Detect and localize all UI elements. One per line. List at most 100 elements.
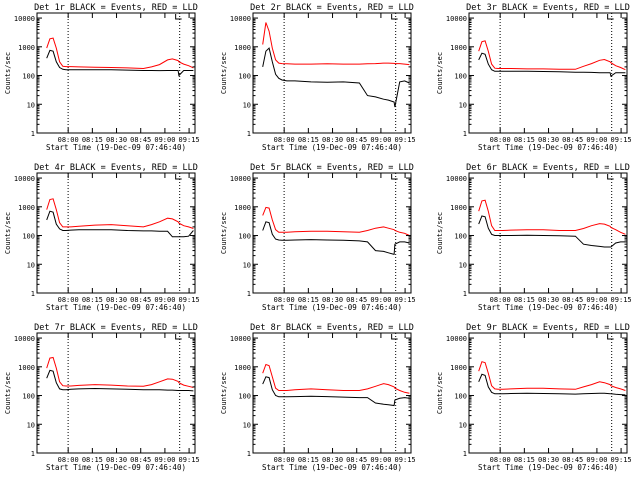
x-tick-label: 08:45 (562, 296, 583, 304)
y-tick-label: 10 (459, 101, 467, 109)
x-axis-label: Start Time (19-Dec-09 07:46:40) (262, 143, 402, 152)
events-series-line (46, 49, 194, 77)
x-axis-label: Start Time (19-Dec-09 07:46:40) (46, 143, 186, 152)
x-tick-label: 08:45 (130, 136, 151, 144)
plot-title: Det 8r BLACK = Events, RED = LLD (250, 323, 414, 333)
y-tick-label: 10 (27, 261, 35, 269)
plot-frame (252, 12, 412, 134)
y-tick-label: 1 (31, 130, 35, 138)
events-series-line (478, 373, 626, 396)
x-tick-label: 08:30 (538, 456, 559, 464)
lld-series-line (262, 22, 410, 66)
plot-panel-3: Det 3r BLACK = Events, RED = LLD 1 10 100 10… (436, 3, 632, 152)
x-tick-label: 09:15 (179, 136, 200, 144)
plot-panel-8: Det 8r BLACK = Events, RED = LLD 1 10 100 10… (220, 323, 416, 472)
plot-title: Det 2r BLACK = Events, RED = LLD (250, 3, 414, 13)
lld-series-line (478, 40, 626, 71)
x-tick-label: 08:30 (106, 296, 127, 304)
x-tick-label: 09:00 (154, 136, 175, 144)
x-tick-label: 09:00 (370, 136, 391, 144)
x-tick-label: 08:45 (346, 296, 367, 304)
x-tick-label: 09:00 (154, 456, 175, 464)
plot-frame (36, 172, 196, 294)
plot-title: Det 1r BLACK = Events, RED = LLD (34, 3, 198, 13)
y-axis-label: Counts/sec (436, 372, 444, 414)
x-tick-label: 08:00 (58, 456, 79, 464)
lld-series-line (478, 361, 626, 391)
y-tick-label: 100 (454, 393, 467, 401)
x-axis-label: Start Time (19-Dec-09 07:46:40) (262, 463, 402, 472)
y-tick-label: 10 (459, 421, 467, 429)
y-tick-label: 10000 (230, 15, 251, 23)
bracket-mark (391, 334, 398, 340)
y-tick-label: 100 (22, 393, 35, 401)
plot-frame (468, 12, 628, 134)
y-axis-label: Counts/sec (4, 212, 12, 254)
lld-series-line (262, 206, 410, 236)
y-tick-label: 1000 (234, 204, 251, 212)
y-tick-label: 10 (27, 421, 35, 429)
plot-panel-4: Det 4r BLACK = Events, RED = LLD 1 10 100 10… (4, 163, 200, 312)
y-axis-label: Counts/sec (436, 52, 444, 94)
x-tick-label: 08:00 (58, 136, 79, 144)
y-axis-label: Counts/sec (4, 52, 12, 94)
lld-series-line (46, 356, 194, 388)
y-tick-label: 10 (243, 261, 251, 269)
events-series-line (262, 47, 410, 108)
events-series-line (46, 210, 194, 238)
x-tick-label: 09:15 (179, 456, 200, 464)
bracket-mark (175, 174, 182, 180)
events-series-line (262, 221, 410, 256)
x-tick-label: 08:30 (322, 456, 343, 464)
y-tick-label: 1 (31, 450, 35, 458)
plot-title: Det 9r BLACK = Events, RED = LLD (466, 323, 630, 333)
x-tick-label: 08:15 (82, 136, 103, 144)
x-axis-label: Start Time (19-Dec-09 07:46:40) (478, 463, 618, 472)
y-tick-label: 100 (22, 233, 35, 241)
y-tick-label: 10 (243, 101, 251, 109)
x-tick-label: 09:00 (586, 456, 607, 464)
x-tick-label: 08:00 (490, 456, 511, 464)
bracket-mark (391, 174, 398, 180)
y-tick-label: 100 (454, 233, 467, 241)
plot-frame (468, 172, 628, 294)
x-tick-label: 08:00 (274, 296, 295, 304)
bracket-mark (607, 334, 614, 340)
plot-title: Det 3r BLACK = Events, RED = LLD (466, 3, 630, 13)
x-axis-label: Start Time (19-Dec-09 07:46:40) (262, 303, 402, 312)
x-tick-label: 08:45 (562, 456, 583, 464)
lld-series-line (46, 37, 194, 70)
x-tick-label: 09:00 (586, 296, 607, 304)
x-tick-label: 08:00 (274, 456, 295, 464)
y-tick-label: 100 (238, 73, 251, 81)
bracket-mark (607, 174, 614, 180)
x-tick-label: 08:30 (538, 296, 559, 304)
plot-panel-1: Det 1r BLACK = Events, RED = LLD 1 10 100 10… (4, 3, 200, 152)
y-tick-label: 10 (27, 101, 35, 109)
x-tick-label: 08:45 (346, 456, 367, 464)
y-axis-label: Counts/sec (220, 212, 228, 254)
bracket-mark (175, 14, 182, 20)
x-tick-label: 09:15 (611, 456, 632, 464)
y-tick-label: 1000 (450, 44, 467, 52)
y-tick-label: 1000 (18, 44, 35, 52)
y-tick-label: 1 (463, 290, 467, 298)
y-axis-label: Counts/sec (436, 212, 444, 254)
x-tick-label: 09:00 (154, 296, 175, 304)
x-tick-label: 08:15 (298, 456, 319, 464)
plot-panel-6: Det 6r BLACK = Events, RED = LLD 1 10 100 10… (436, 163, 632, 312)
y-tick-label: 10000 (446, 175, 467, 183)
y-tick-label: 10000 (230, 175, 251, 183)
y-tick-label: 10000 (230, 335, 251, 343)
plot-frame (468, 332, 628, 454)
x-axis-label: Start Time (19-Dec-09 07:46:40) (46, 303, 186, 312)
x-tick-label: 09:15 (611, 136, 632, 144)
x-tick-label: 09:15 (179, 296, 200, 304)
events-series-line (46, 369, 194, 392)
y-tick-label: 1000 (18, 204, 35, 212)
x-tick-label: 08:15 (298, 136, 319, 144)
x-tick-label: 09:15 (395, 136, 416, 144)
x-axis-label: Start Time (19-Dec-09 07:46:40) (478, 303, 618, 312)
x-tick-label: 08:15 (82, 456, 103, 464)
x-axis-label: Start Time (19-Dec-09 07:46:40) (478, 143, 618, 152)
